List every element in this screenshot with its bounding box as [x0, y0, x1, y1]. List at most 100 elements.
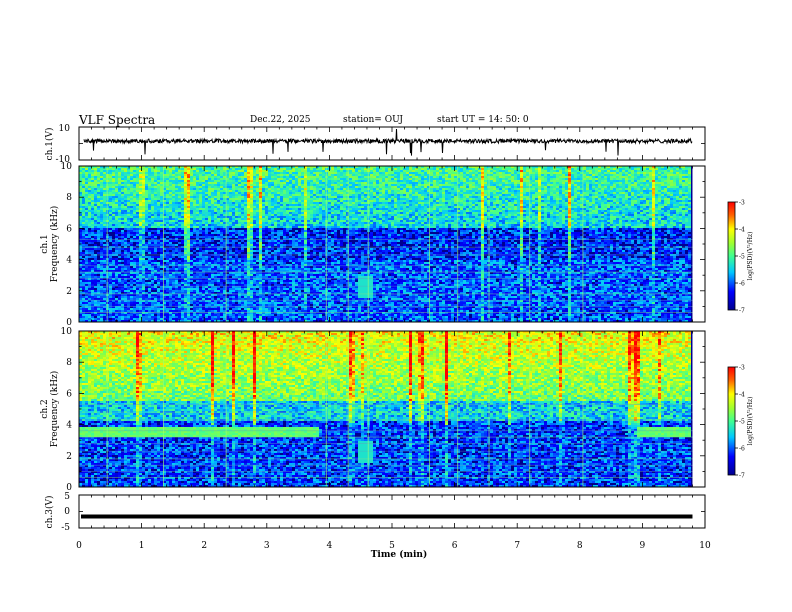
spectrogram-cell: [91, 196, 94, 198]
spectrogram-cell: [124, 206, 127, 208]
spectrogram-cell: [145, 276, 148, 278]
spectrogram-cell: [133, 170, 136, 172]
spectrogram-cell: [112, 178, 115, 180]
spectrogram-cell: [109, 282, 112, 284]
spectrogram-cell: [133, 290, 136, 292]
spectrogram-cell: [109, 210, 112, 212]
spectrogram-cell: [175, 206, 178, 208]
spectrogram-cell: [91, 314, 94, 316]
spectrogram-cell: [142, 312, 145, 314]
spectrogram-cell: [142, 304, 145, 306]
spectrogram-cell: [118, 260, 121, 262]
spectrogram-cell: [94, 310, 97, 312]
spectrogram-cell: [109, 304, 112, 306]
spectrogram-cell: [160, 238, 163, 240]
spectrogram-cell: [148, 188, 151, 190]
spectrogram-cell: [160, 222, 163, 224]
spectrogram-cell: [133, 252, 136, 254]
spectrogram-cell: [154, 280, 157, 282]
spectrogram-cell: [91, 222, 94, 224]
spectrogram-cell: [139, 250, 142, 252]
spectrogram-cell: [130, 182, 133, 184]
spectrogram-cell: [148, 206, 151, 208]
spectrogram-cell: [94, 190, 97, 192]
spectrogram-cell: [85, 282, 88, 284]
spectrogram-cell: [127, 290, 130, 292]
spectrogram-cell: [121, 240, 124, 242]
spectrogram-cell: [172, 234, 175, 236]
spectrogram-cell: [172, 256, 175, 258]
spectrogram-cell: [133, 168, 136, 170]
spectrogram-cell: [157, 268, 160, 270]
spectrogram-cell: [91, 260, 94, 262]
spectrogram-cell: [109, 252, 112, 254]
spectrogram-cell: [157, 224, 160, 226]
spectrogram-cell: [115, 230, 118, 232]
spectrogram-cell: [184, 242, 187, 244]
spectrogram-cell: [169, 168, 172, 170]
spectrogram-cell: [94, 236, 97, 238]
spectrogram-cell: [115, 180, 118, 182]
spectrogram-cell: [88, 226, 91, 228]
spectrogram-cell: [175, 248, 178, 250]
spectrogram-cell: [136, 174, 139, 176]
spectrogram-cell: [184, 190, 187, 192]
spectrogram-cell: [124, 242, 127, 244]
spectrogram-cell: [148, 304, 151, 306]
spectrogram-cell: [172, 250, 175, 252]
spectrogram-cell: [91, 268, 94, 270]
spectrogram-cell: [181, 180, 184, 182]
spectrogram-cell: [154, 224, 157, 226]
spectrogram-cell: [97, 176, 100, 178]
spectrogram-cell: [142, 302, 145, 304]
spectrogram-cell: [97, 298, 100, 300]
spectrogram-cell: [148, 236, 151, 238]
spectrogram-cell: [160, 198, 163, 200]
spectrogram-cell: [181, 260, 184, 262]
spectrogram-cell: [85, 280, 88, 282]
spectrogram-cell: [103, 294, 106, 296]
spectrogram-cell: [151, 178, 154, 180]
spectrogram-cell: [121, 218, 124, 220]
spectrogram-cell: [112, 194, 115, 196]
spectrogram-cell: [118, 296, 121, 298]
spectrogram-cell: [130, 212, 133, 214]
spectrogram-cell: [112, 196, 115, 198]
spectrogram-cell: [169, 188, 172, 190]
spectrogram-cell: [133, 256, 136, 258]
spectrogram-cell: [184, 234, 187, 236]
spectrogram-cell: [148, 270, 151, 272]
spectrogram-cell: [109, 214, 112, 216]
spectrogram-cell: [133, 258, 136, 260]
spectrogram-cell: [100, 206, 103, 208]
spectrogram-cell: [121, 298, 124, 300]
spectrogram-cell: [115, 248, 118, 250]
spectrogram-cell: [139, 226, 142, 228]
spectrogram-cell: [154, 198, 157, 200]
spectrogram-cell: [103, 298, 106, 300]
spectrogram-cell: [130, 312, 133, 314]
spectrogram-cell: [160, 284, 163, 286]
spectrogram-cell: [115, 198, 118, 200]
spectrogram-cell: [148, 242, 151, 244]
spectrogram-cell: [172, 302, 175, 304]
spectrogram-cell: [184, 188, 187, 190]
spectrogram-cell: [157, 248, 160, 250]
spectrogram-cell: [91, 206, 94, 208]
spectrogram-cell: [181, 296, 184, 298]
spectrogram-cell: [172, 318, 175, 320]
spectrogram-cell: [142, 280, 145, 282]
spectrogram-cell: [139, 304, 142, 306]
spectrogram-cell: [169, 296, 172, 298]
spectrogram-cell: [112, 214, 115, 216]
spectrogram-cell: [178, 268, 181, 270]
spectrogram-cell: [181, 274, 184, 276]
spectrogram-cell: [166, 304, 169, 306]
spectrogram-cell: [109, 268, 112, 270]
spectrogram-cell: [97, 182, 100, 184]
spectrogram-cell: [130, 206, 133, 208]
spectrogram-cell: [184, 214, 187, 216]
spectrogram-cell: [151, 196, 154, 198]
spectrogram-cell: [142, 226, 145, 228]
spectrogram-cell: [154, 302, 157, 304]
